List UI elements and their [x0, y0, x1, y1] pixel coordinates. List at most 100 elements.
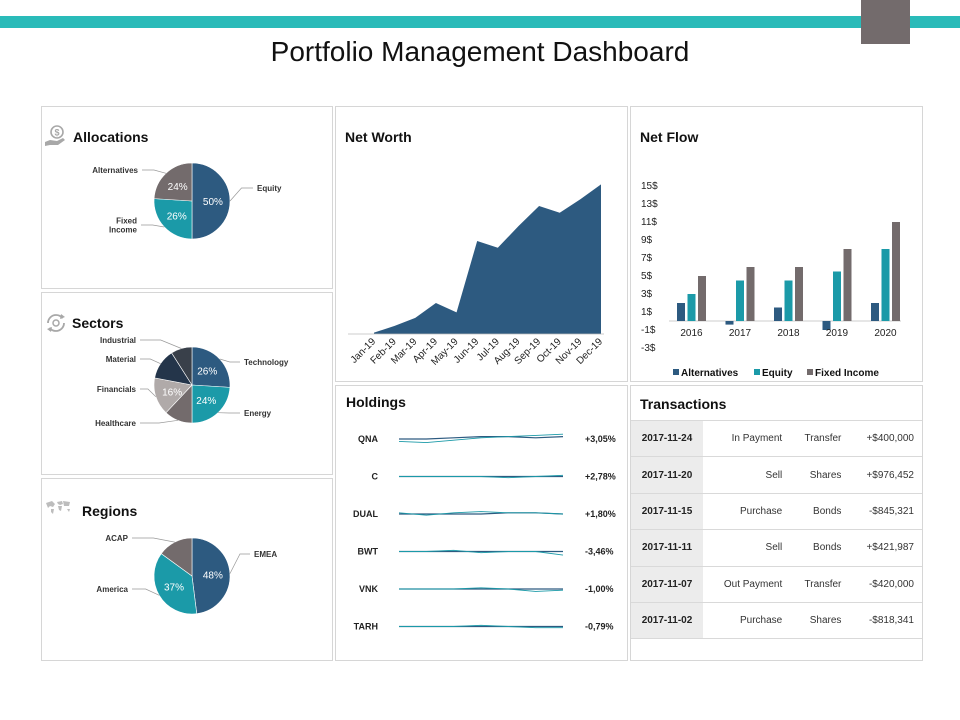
net-worth-area — [374, 184, 601, 334]
page-title: Portfolio Management Dashboard — [270, 36, 690, 67]
net-flow-title: Net Flow — [640, 129, 699, 145]
sectors-label-healthcare: Healthcare — [95, 419, 136, 428]
regions-pie-chart: 48% 37% EMEA America ACAP — [96, 534, 277, 615]
holding-ticker-dual: DUAL — [353, 509, 378, 519]
transaction-type: Bonds — [788, 492, 848, 530]
transaction-type: Transfer — [788, 565, 848, 603]
transaction-type: Transfer — [788, 419, 848, 457]
net-flow-bar-equity-2016 — [687, 294, 696, 321]
net-flow-bar-fixed-income-2020 — [892, 222, 900, 321]
transaction-row: 2017-11-02 Purchase Shares -$818,341 — [631, 601, 922, 640]
net-flow-legend-swatch-fixed-income — [807, 369, 813, 375]
transaction-type: Shares — [788, 601, 848, 640]
sectors-leader-material — [140, 358, 161, 364]
holdings-panel: Holdings QNA +3,05% C +2,78% DUAL +1,80% BWT -3… — [335, 385, 628, 661]
sectors-title: Sectors — [72, 315, 124, 331]
net-flow-x-tick-2020: 2020 — [874, 328, 897, 339]
sectors-label-industrial: Industrial — [100, 336, 136, 345]
transaction-amount: +$421,987 — [847, 529, 922, 567]
holding-sparkline-a-c — [399, 474, 564, 479]
net-flow-y-tick-2: 11$ — [641, 217, 657, 228]
holding-change-tarh: -0,79% — [585, 622, 614, 632]
net-worth-area-chart: Jan-19Feb-19Mar-19Apr-19May-19Jun-19Jul-… — [348, 184, 605, 368]
net-flow-bar-chart: 15$ 13$ 11$ 9$ 7$ 5$ 3$ 1$ -1$ -3$ 2016 2017 2018 201… — [641, 181, 901, 379]
allocations-leader-fixed-income — [141, 224, 165, 228]
sectors-label-financials: Financials — [97, 385, 137, 394]
regions-value-america: 37% — [164, 583, 184, 594]
allocations-slice-fixed-income — [153, 198, 193, 240]
net-flow-bar-alternatives-2016 — [677, 303, 685, 321]
allocations-panel: $ Allocations 50% 26% 24% Equity Fixed Income… — [41, 106, 333, 289]
holding-sparkline-b-qna — [399, 435, 564, 440]
regions-value-emea: 48% — [203, 571, 223, 582]
holding-sparkline-a-qna — [398, 433, 564, 444]
regions-title: Regions — [82, 503, 138, 519]
transaction-amount: +$976,452 — [847, 456, 922, 494]
transaction-row: 2017-11-24 In Payment Transfer +$400,000 — [631, 419, 922, 457]
net-flow-bar-fixed-income-2019 — [843, 249, 852, 321]
net-flow-bar-alternatives-2019 — [822, 321, 831, 330]
net-flow-y-tick-4: 7$ — [641, 253, 653, 264]
sectors-value-technology: 26% — [197, 367, 217, 378]
transaction-row: 2017-11-20 Sell Shares +$976,452 — [631, 456, 922, 494]
transaction-action: Sell — [703, 529, 789, 567]
holding-ticker-tarh: TARH — [354, 622, 378, 632]
regions-leader-emea — [229, 553, 250, 574]
net-flow-panel: Net Flow 15$ 13$ 11$ 9$ 7$ 5$ 3$ 1$ -1$ -3$ 2016 20… — [630, 106, 923, 382]
sectors-pie-chart: 26% 24% 16% Technology Energy Healthcare Finan… — [95, 336, 289, 428]
transaction-action: In Payment — [703, 419, 789, 457]
transaction-type: Bonds — [788, 529, 848, 567]
sectors-leader-technology — [219, 358, 240, 363]
sectors-value-financials: 16% — [162, 387, 182, 398]
transaction-date: 2017-11-20 — [631, 456, 703, 494]
net-flow-y-tick-3: 9$ — [641, 235, 653, 246]
transaction-type: Shares — [788, 456, 848, 494]
world-map-icon — [46, 501, 70, 514]
holding-ticker-vnk: VNK — [359, 584, 379, 594]
net-flow-bar-fixed-income-2017 — [746, 267, 755, 321]
header-accent-square — [861, 0, 910, 44]
net-flow-bar-fixed-income-2018 — [795, 267, 803, 321]
net-flow-bar-equity-2020 — [881, 249, 890, 321]
sectors-label-energy: Energy — [244, 409, 272, 418]
allocations-value-alternatives: 24% — [168, 182, 188, 193]
net-flow-legend-swatch-alternatives — [673, 369, 679, 375]
net-flow-y-tick-6: 3$ — [641, 289, 653, 300]
regions-label-america: America — [96, 585, 128, 594]
svg-text:$: $ — [54, 128, 59, 138]
transaction-date: 2017-11-07 — [631, 565, 703, 603]
holding-change-dual: +1,80% — [585, 509, 616, 519]
holding-change-bwt: -3,46% — [585, 547, 614, 557]
money-hand-icon: $ — [45, 125, 65, 146]
holding-sparkline-a-bwt — [399, 549, 564, 556]
net-flow-y-tick-1: 13$ — [641, 199, 658, 210]
net-flow-y-tick-5: 5$ — [641, 271, 653, 282]
net-flow-y-tick-7: 1$ — [641, 307, 653, 318]
transaction-amount: -$818,341 — [847, 601, 922, 640]
regions-leader-acap — [132, 537, 175, 543]
transaction-action: Purchase — [703, 601, 789, 640]
regions-label-acap: ACAP — [105, 534, 128, 543]
holding-sparkline-a-dual — [398, 511, 564, 516]
transaction-row: 2017-11-07 Out Payment Transfer -$420,000 — [631, 565, 922, 603]
holding-change-c: +2,78% — [585, 472, 616, 482]
holdings-sparklines: QNA +3,05% C +2,78% DUAL +1,80% BWT -3,46% VNK -1… — [353, 433, 616, 632]
header-accent-bar — [0, 16, 960, 28]
transactions-title: Transactions — [640, 396, 727, 412]
regions-leader-america — [132, 588, 160, 596]
net-flow-y-tick-8: -1$ — [641, 325, 656, 336]
sectors-slice-technology — [191, 346, 231, 388]
regions-label-emea: EMEA — [254, 550, 277, 559]
transaction-date: 2017-11-11 — [631, 529, 703, 567]
allocations-leader-alternatives — [142, 169, 167, 174]
transactions-panel: Transactions 2017-11-24 In Payment Transfe… — [630, 385, 923, 661]
sectors-value-energy: 24% — [196, 396, 216, 407]
holding-ticker-bwt: BWT — [358, 547, 379, 557]
transaction-amount: +$400,000 — [847, 419, 922, 457]
holdings-title: Holdings — [346, 394, 406, 410]
net-flow-bar-equity-2019 — [833, 271, 841, 321]
net-flow-bar-alternatives-2018 — [774, 307, 782, 321]
net-flow-bar-alternatives-2020 — [871, 303, 879, 321]
transaction-action: Sell — [703, 456, 789, 494]
